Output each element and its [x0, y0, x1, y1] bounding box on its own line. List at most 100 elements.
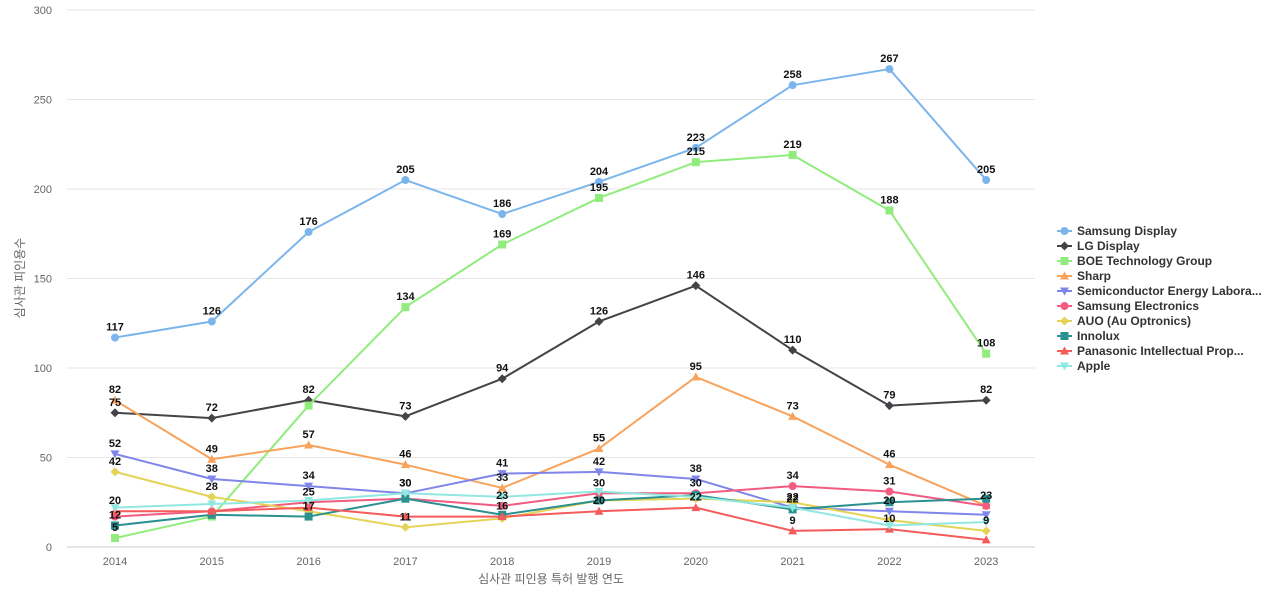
data-label: 52 — [109, 438, 121, 450]
legend-label: Sharp — [1077, 269, 1111, 283]
data-point — [982, 176, 991, 185]
data-point — [304, 440, 314, 449]
data-point — [111, 333, 119, 342]
data-label: 82 — [109, 384, 121, 396]
legend-item[interactable]: Semiconductor Energy Labora... — [1057, 284, 1262, 298]
data-label: 42 — [109, 456, 121, 468]
data-point — [691, 158, 700, 167]
x-tick-label: 2019 — [587, 556, 611, 568]
data-point — [110, 395, 120, 404]
legend-item[interactable]: Samsung Display — [1057, 224, 1177, 238]
legend-marker — [1060, 346, 1069, 355]
series-line — [114, 494, 987, 527]
data-label: 22 — [786, 493, 798, 505]
data-point — [788, 504, 798, 513]
data-label: 146 — [687, 270, 705, 282]
y-tick-label: 100 — [34, 363, 52, 375]
data-label: 11 — [400, 511, 412, 523]
data-label: 258 — [783, 69, 801, 81]
series-line — [114, 470, 987, 532]
data-label: 22 — [786, 492, 798, 504]
data-label: 20 — [883, 495, 895, 507]
series-1 — [110, 281, 991, 423]
data-point — [207, 500, 217, 509]
data-point — [497, 483, 507, 492]
series-8 — [110, 503, 991, 544]
data-point — [498, 240, 507, 249]
data-point — [884, 401, 894, 411]
data-point — [691, 143, 700, 152]
x-tick-label: 2020 — [684, 556, 708, 568]
data-label: 38 — [206, 463, 218, 475]
data-point — [595, 177, 603, 186]
legend-marker — [1060, 362, 1069, 371]
data-point — [304, 503, 314, 512]
data-label: 23 — [980, 490, 992, 502]
data-label: 30 — [399, 477, 411, 489]
legend-item[interactable]: Panasonic Intellectual Prop... — [1057, 344, 1244, 358]
data-point — [885, 498, 894, 507]
data-label: 110 — [784, 334, 802, 346]
data-label: 9 — [983, 515, 989, 527]
data-label: 12 — [109, 510, 121, 522]
data-label: 20 — [593, 495, 605, 507]
data-point — [982, 494, 991, 503]
legend-marker — [1060, 302, 1069, 310]
y-tick-label: 300 — [34, 5, 52, 17]
data-point — [691, 493, 701, 502]
data-point — [982, 501, 991, 510]
data-label: 205 — [396, 164, 414, 176]
data-label: 126 — [203, 305, 221, 317]
data-point — [595, 193, 603, 202]
y-tick-label: 200 — [34, 184, 52, 196]
data-label: 126 — [590, 305, 608, 317]
y-tick-label: 0 — [46, 542, 52, 554]
data-label: 204 — [590, 166, 609, 178]
data-label: 82 — [302, 384, 314, 396]
series-line — [114, 153, 988, 540]
data-label: 49 — [206, 443, 218, 455]
data-point — [110, 408, 120, 418]
series-line — [114, 375, 987, 507]
legend-item[interactable]: BOE Technology Group — [1057, 254, 1212, 268]
data-label: 79 — [883, 390, 895, 402]
legend-label: Panasonic Intellectual Prop... — [1077, 344, 1244, 358]
x-axis-title: 심사관 피인용 특허 발행 연도 — [478, 571, 624, 586]
data-point — [207, 510, 216, 519]
legend-item[interactable]: Sharp — [1057, 269, 1111, 283]
legend-label: Samsung Electronics — [1077, 299, 1199, 313]
series-line — [114, 485, 987, 518]
data-point — [981, 395, 991, 405]
data-point — [497, 470, 507, 479]
data-label: 205 — [977, 164, 995, 176]
series-2 — [111, 150, 991, 543]
data-point — [110, 504, 120, 513]
data-label: 169 — [493, 228, 511, 240]
legend-item[interactable]: Apple — [1057, 359, 1111, 373]
data-point — [110, 467, 120, 477]
data-point — [884, 507, 894, 516]
data-label: 117 — [106, 322, 124, 334]
data-label: 17 — [302, 501, 314, 513]
legend-item[interactable]: AUO (Au Optronics) — [1057, 314, 1191, 328]
series-line — [114, 452, 987, 516]
legend-marker — [1060, 271, 1069, 280]
data-label: 72 — [206, 402, 218, 414]
data-label: 46 — [883, 449, 895, 461]
data-point — [400, 460, 410, 469]
data-point — [788, 345, 798, 355]
legend-item[interactable]: LG Display — [1057, 239, 1140, 253]
legend-item[interactable]: Samsung Electronics — [1057, 299, 1199, 313]
data-label: 134 — [396, 291, 415, 303]
data-label: 5 — [112, 522, 118, 534]
data-point — [304, 227, 313, 236]
data-label: 46 — [399, 449, 411, 461]
data-label: 186 — [493, 198, 511, 210]
data-point — [885, 206, 894, 215]
legend-item[interactable]: Innolux — [1057, 329, 1120, 343]
data-point — [788, 526, 798, 535]
series-line — [115, 506, 987, 541]
data-label: 25 — [302, 486, 314, 498]
data-point — [304, 482, 314, 491]
